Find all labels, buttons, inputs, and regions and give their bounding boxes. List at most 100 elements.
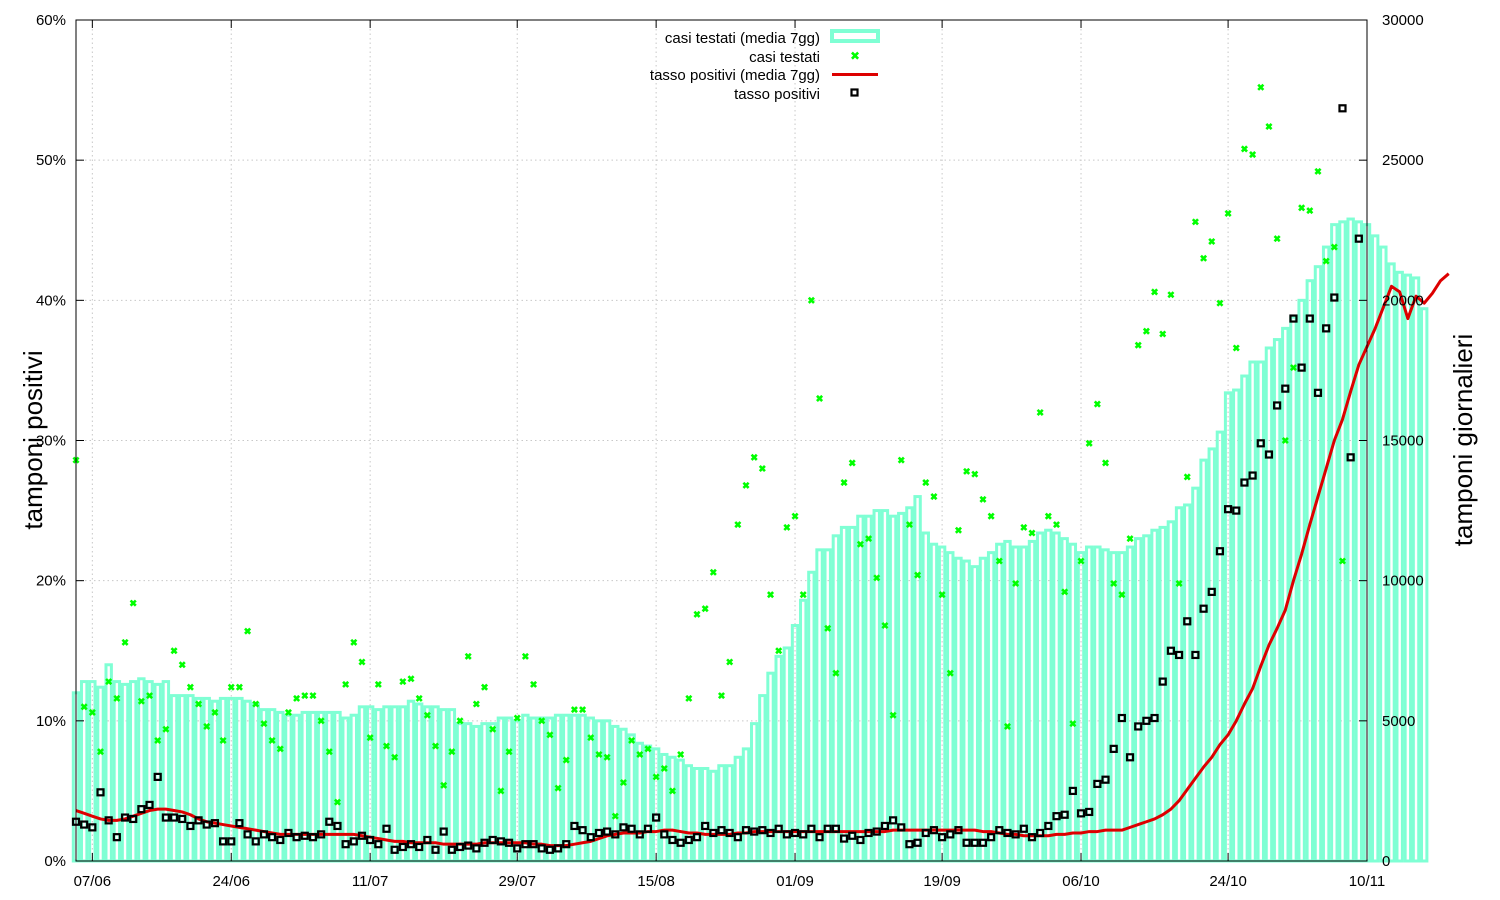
bar bbox=[1346, 217, 1355, 863]
bar bbox=[602, 719, 612, 863]
point-stroke bbox=[530, 680, 538, 688]
bar bbox=[235, 696, 244, 863]
point-tasso-positivi bbox=[897, 823, 906, 832]
bar bbox=[635, 741, 644, 863]
bar bbox=[921, 531, 930, 863]
bar bbox=[472, 724, 481, 863]
bar bbox=[807, 570, 816, 863]
tick-label-y2: 30000 bbox=[1382, 12, 1424, 29]
point-tasso-positivi bbox=[1019, 824, 1028, 833]
point-stroke bbox=[1216, 299, 1224, 307]
bar bbox=[325, 710, 334, 863]
point-casi-testati bbox=[1306, 207, 1314, 215]
point-stroke bbox=[96, 748, 105, 756]
point-tasso-positivi bbox=[1101, 775, 1110, 784]
point-casi-testati bbox=[603, 753, 611, 761]
point-tasso-positivi bbox=[137, 805, 146, 814]
point-casi-testati bbox=[717, 692, 726, 700]
point-stroke bbox=[726, 658, 734, 666]
point-stroke bbox=[889, 711, 897, 719]
point-stroke bbox=[309, 692, 317, 700]
points-tasso-positivi bbox=[71, 104, 1363, 854]
point-casi-testati bbox=[113, 694, 121, 702]
bar bbox=[1183, 503, 1192, 863]
bar bbox=[1215, 430, 1225, 863]
bar bbox=[578, 713, 587, 863]
point-stroke bbox=[121, 638, 129, 646]
point-stroke bbox=[660, 764, 668, 773]
point-stroke bbox=[767, 591, 775, 599]
tick-label-x: 10/11 bbox=[1349, 873, 1385, 890]
bar bbox=[839, 525, 849, 863]
point-tasso-positivi bbox=[308, 833, 318, 842]
point-casi-testati bbox=[856, 540, 864, 548]
point-stroke bbox=[505, 748, 513, 756]
point-stroke bbox=[783, 523, 791, 531]
point-stroke bbox=[1273, 235, 1281, 243]
point-stroke bbox=[865, 535, 873, 543]
bar bbox=[1370, 234, 1380, 863]
point-tasso-positivi bbox=[259, 830, 269, 839]
point-tasso-positivi bbox=[472, 844, 481, 853]
point-stroke bbox=[636, 750, 644, 758]
point-tasso-positivi bbox=[1060, 810, 1069, 819]
bar bbox=[692, 766, 702, 863]
point-casi-testati bbox=[432, 742, 440, 750]
bar bbox=[120, 682, 130, 863]
point-tasso-positivi bbox=[782, 830, 791, 839]
point-casi-testati bbox=[1003, 722, 1011, 730]
point-stroke bbox=[1249, 151, 1257, 159]
point-tasso-positivi bbox=[652, 813, 661, 822]
point-casi-testati bbox=[1330, 243, 1338, 251]
bar bbox=[684, 764, 694, 863]
point-tasso-positivi bbox=[611, 830, 620, 839]
point-stroke bbox=[832, 669, 840, 677]
point-casi-testati bbox=[268, 736, 276, 744]
point-casi-testati bbox=[1240, 145, 1248, 153]
bar bbox=[733, 755, 743, 863]
point-tasso-positivi bbox=[1150, 713, 1159, 723]
point-stroke bbox=[301, 692, 309, 700]
point-casi-testati bbox=[1191, 218, 1199, 226]
point-casi-testati bbox=[726, 658, 734, 666]
point-tasso-positivi bbox=[112, 833, 121, 842]
point-casi-testati bbox=[1224, 209, 1232, 217]
bar bbox=[929, 542, 939, 863]
point-stroke bbox=[203, 722, 211, 730]
point-casi-testati bbox=[979, 495, 987, 503]
point-stroke bbox=[154, 736, 162, 744]
point-tasso-positivi bbox=[709, 828, 718, 838]
bar bbox=[1321, 245, 1331, 863]
point-tasso-positivi bbox=[341, 840, 350, 849]
tick-label-y2: 20000 bbox=[1382, 292, 1424, 309]
point-casi-testati bbox=[1118, 591, 1126, 599]
point-casi-testati bbox=[946, 669, 954, 677]
point-stroke bbox=[489, 725, 497, 733]
point-tasso-positivi bbox=[1068, 786, 1077, 796]
point-tasso-positivi bbox=[987, 833, 996, 842]
point-casi-testati bbox=[914, 571, 922, 579]
bar bbox=[897, 511, 906, 863]
bar bbox=[1264, 346, 1274, 863]
point-casi-testati bbox=[137, 697, 145, 705]
point-casi-testati bbox=[521, 652, 529, 660]
point-stroke bbox=[80, 703, 88, 711]
point-casi-testati bbox=[317, 717, 325, 725]
bar bbox=[1142, 534, 1151, 863]
point-stroke bbox=[276, 745, 284, 753]
bar bbox=[1044, 528, 1053, 863]
point-tasso-positivi bbox=[1313, 388, 1323, 397]
point-casi-testati bbox=[1085, 439, 1093, 447]
point-tasso-positivi bbox=[1011, 830, 1020, 839]
bar bbox=[799, 598, 808, 863]
bar bbox=[1035, 531, 1045, 863]
point-stroke bbox=[464, 652, 472, 660]
point-stroke bbox=[415, 694, 423, 702]
point-casi-testati bbox=[276, 745, 284, 753]
point-casi-testati bbox=[96, 748, 105, 756]
point-casi-testati bbox=[472, 700, 480, 708]
bar bbox=[145, 680, 154, 863]
point-stroke bbox=[775, 647, 783, 655]
bar bbox=[1313, 265, 1323, 863]
bar bbox=[210, 699, 220, 863]
